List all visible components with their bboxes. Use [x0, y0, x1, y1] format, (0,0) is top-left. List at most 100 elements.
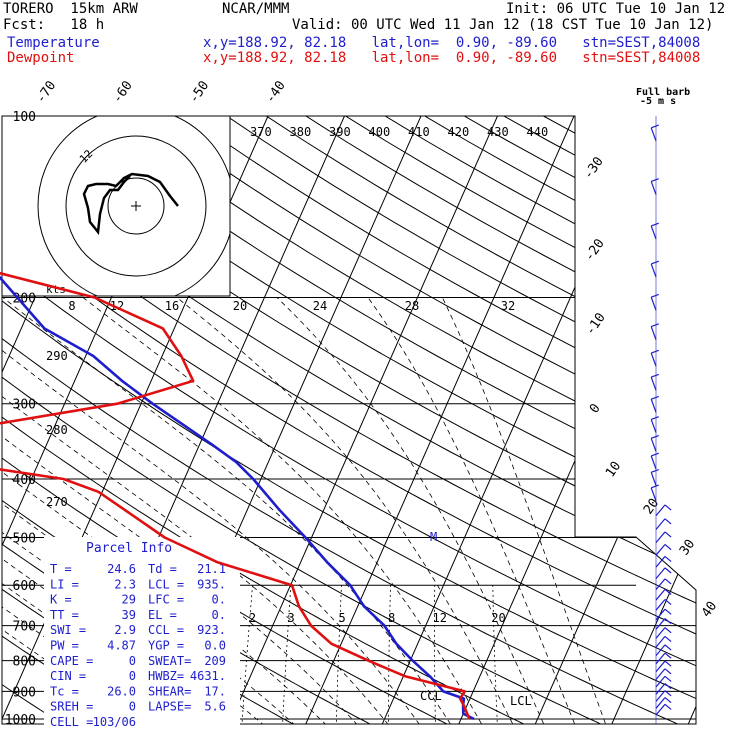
hodograph-speed-label: 24 [313, 299, 327, 313]
dry-adiabat [2, 116, 696, 724]
wind-barb [650, 438, 657, 452]
parcel-value: 29 [122, 593, 136, 607]
isotherm-line [378, 116, 651, 724]
wind-barb-flag [651, 222, 659, 227]
hodograph-speed-label: 32 [501, 299, 515, 313]
wind-barb-flag [664, 578, 672, 585]
parcel-info-box: Parcel Info T = 24.6 Td = 21.1 LI = 2.3 LCL = 9… [44, 537, 240, 729]
wind-barb-flag [664, 644, 672, 651]
wind-barb-flag [664, 599, 672, 606]
hodograph: 12 kts [1, 115, 231, 297]
dry-adiabat [2, 116, 696, 724]
wind-barb-flag [664, 544, 672, 551]
pressure-tick-label: 900 [13, 685, 36, 700]
mixing-ratio-label: 20 [491, 611, 505, 625]
wind-barb-flag [664, 555, 672, 563]
wind-barb [655, 599, 666, 611]
wind-barb-flag [664, 690, 672, 697]
mixing-ratio-line [335, 585, 342, 724]
parcel-label: LFC = [148, 593, 184, 607]
parcel-value: 26.0 [107, 684, 136, 698]
pressure-tick-label: 200 [13, 292, 36, 307]
wind-barb [650, 376, 657, 391]
wind-barb-flag [664, 588, 672, 595]
wind-legend-title: Full barb [636, 87, 690, 98]
wind-barb-flag [651, 434, 659, 439]
wind-barb-flag [651, 323, 659, 328]
sounding-profiles [0, 271, 475, 721]
temperature-profile [0, 275, 475, 721]
mixing-ratio-line [492, 585, 499, 724]
wind-barb [655, 644, 666, 656]
parcel-value: 923. [197, 623, 226, 637]
wind-barbs [650, 116, 672, 724]
wind-barb [655, 683, 666, 695]
wind-barb-flag [651, 293, 659, 298]
temperature-tick-label: -40 [263, 78, 289, 106]
wind-barb-flag [664, 504, 672, 511]
wind-barb [655, 660, 666, 673]
isotherm-line [531, 116, 696, 724]
axis-labels: 1002003004005006007008009001000-80-70-60… [5, 78, 721, 728]
isotherm-line [607, 116, 696, 724]
theta-label: 410 [408, 125, 430, 139]
wind-barb [655, 618, 666, 630]
hodograph-speed-label: 28 [405, 299, 419, 313]
wind-barb-flag [664, 567, 672, 574]
theta-label: 390 [329, 125, 351, 139]
wind-barb-flag [651, 484, 659, 489]
wind-barb [655, 636, 666, 648]
wind-barb-flag [664, 683, 672, 690]
theta-label: 400 [369, 125, 391, 139]
dry-adiabat [2, 116, 696, 724]
theta-label: 290 [46, 349, 68, 363]
ccl-label: CCL [420, 689, 442, 703]
parcel-label: T = [50, 562, 72, 576]
wind-barb [650, 455, 657, 470]
temperature-tick-label: 40 [699, 599, 720, 620]
parcel-value: 2.3 [114, 577, 136, 591]
mixing-ratio-label: 8 [388, 611, 395, 625]
wind-barb-flag [651, 416, 659, 421]
parcel-label: SWEAT= [148, 654, 191, 668]
dry-adiabat [107, 116, 696, 724]
hodograph-speed-label: 20 [233, 299, 247, 313]
dry-adiabat [622, 116, 696, 724]
wind-barb [650, 326, 657, 340]
parcel-value: 103/06 [93, 715, 136, 729]
wind-barb [655, 544, 666, 556]
parcel-label: CAPE = [50, 654, 93, 668]
dry-adiabat [424, 116, 696, 724]
parcel-label: HWBZ= [148, 669, 184, 683]
parcel-label: Tc = [50, 684, 79, 698]
wind-barb-flag [664, 635, 672, 643]
parcel-value: 24.6 [107, 562, 136, 576]
mixing-ratio-label: 12 [433, 611, 447, 625]
wind-barb [655, 504, 666, 517]
pressure-tick-label: 400 [13, 473, 36, 488]
wind-barb-flag [664, 518, 672, 525]
dry-adiabat [2, 116, 75, 724]
dewpoint-profile [0, 271, 471, 720]
init-label: Init: 06 UTC Tue 10 Jan 12 [506, 1, 726, 17]
wind-barb [650, 127, 657, 142]
wind-barb-flag [664, 668, 672, 675]
parcel-label: CIN = [50, 669, 86, 683]
isotherm-line [301, 116, 575, 724]
moist-adiabat [2, 297, 395, 724]
mixing-ratio-lines [241, 585, 499, 724]
parcel-label: Td = [148, 562, 177, 576]
wind-barb [650, 263, 657, 278]
wind-barb [650, 398, 657, 413]
parcel-value: 0 [129, 654, 136, 668]
temperature-legend: Temperature [7, 35, 100, 51]
dry-adiabat [503, 116, 696, 724]
theta-label: 440 [527, 125, 549, 139]
wind-barb-flag [664, 652, 672, 659]
wind-barb-flag [651, 349, 659, 354]
parcel-label: TT = [50, 608, 79, 622]
parcel-value: 0 [129, 669, 136, 683]
pressure-tick-label: 600 [13, 579, 36, 594]
wind-barb [655, 578, 666, 590]
